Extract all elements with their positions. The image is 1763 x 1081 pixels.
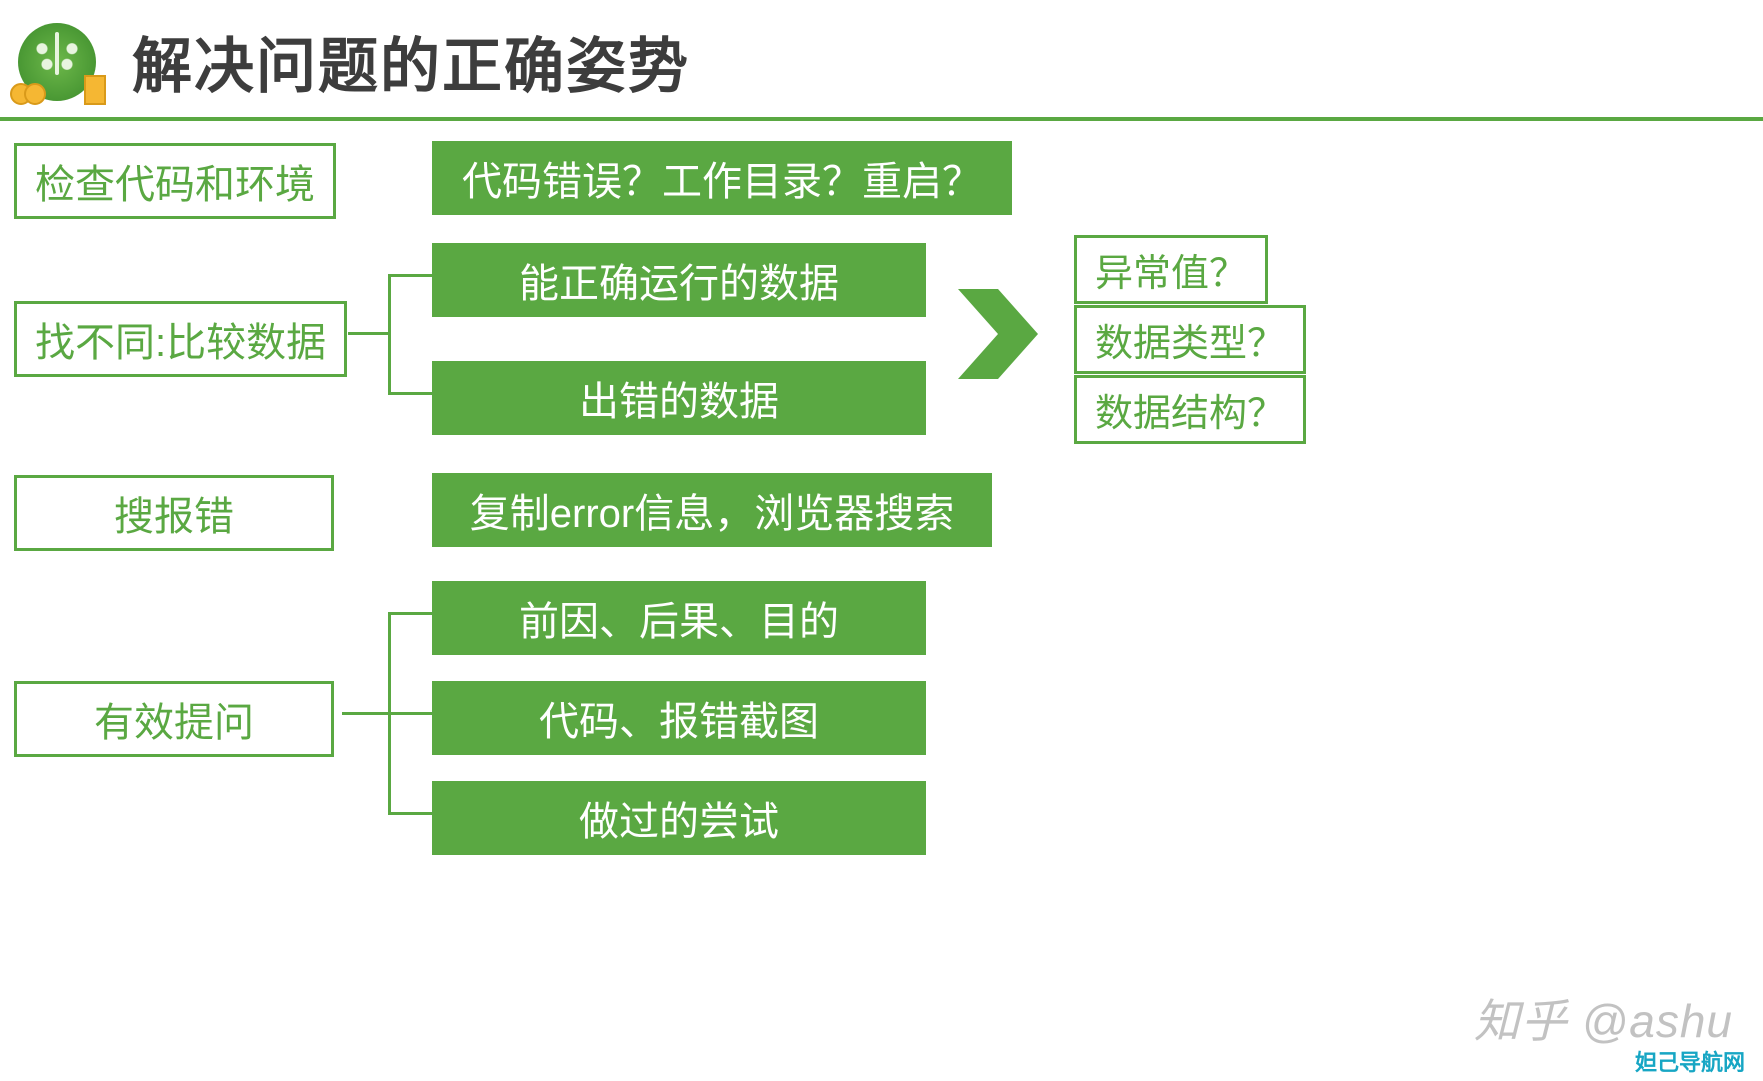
tree-logo-icon: [18, 23, 96, 101]
connector: [388, 812, 432, 815]
connector: [388, 612, 432, 615]
question-outlier: 异常值？: [1074, 235, 1268, 304]
connector: [388, 712, 432, 715]
connector: [388, 274, 432, 277]
connector: [388, 274, 391, 392]
watermark: 知乎 @ashu: [1474, 985, 1733, 1051]
connector: [388, 392, 432, 395]
connector: [348, 332, 388, 335]
chevron-right-icon: [958, 289, 1048, 379]
step-check-code-env: 检查代码和环境: [14, 143, 336, 219]
detail-code-screenshot: 代码、报错截图: [432, 681, 926, 755]
step-compare-data: 找不同:比较数据: [14, 301, 347, 377]
detail-attempts: 做过的尝试: [432, 781, 926, 855]
page-title: 解决问题的正确姿势: [132, 18, 690, 105]
question-structure: 数据结构？: [1074, 375, 1306, 444]
connector: [342, 712, 388, 715]
detail-context: 前因、后果、目的: [432, 581, 926, 655]
header: 解决问题的正确姿势: [0, 0, 1763, 121]
detail-good-data: 能正确运行的数据: [432, 243, 926, 317]
detail-code-error: 代码错误？工作目录？重启？: [432, 141, 1012, 215]
detail-copy-error: 复制error信息，浏览器搜索: [432, 473, 992, 547]
step-search-error: 搜报错: [14, 475, 334, 551]
diagram-canvas: 检查代码和环境 代码错误？工作目录？重启？ 找不同:比较数据 能正确运行的数据 …: [0, 121, 1763, 1081]
question-dtype: 数据类型？: [1074, 305, 1306, 374]
detail-bad-data: 出错的数据: [432, 361, 926, 435]
step-ask-effectively: 有效提问: [14, 681, 334, 757]
footer-brand: 妲己导航网: [1635, 1045, 1745, 1077]
